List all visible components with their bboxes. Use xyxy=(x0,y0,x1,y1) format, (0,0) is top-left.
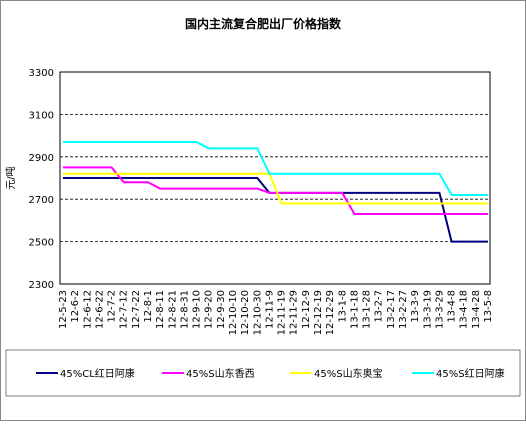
y-tick-label: 2900 xyxy=(29,153,54,164)
x-tick-label: 13-1-18 xyxy=(349,290,360,329)
y-tick-label: 2700 xyxy=(29,195,54,206)
x-tick-label: 13-5-8 xyxy=(483,290,494,323)
x-tick-label: 12-11-19 xyxy=(277,290,288,335)
x-tick-label: 12-12-19 xyxy=(313,290,324,335)
line-series xyxy=(63,140,488,196)
line-series xyxy=(63,166,488,216)
x-tick-label: 12-8-11 xyxy=(155,290,166,329)
x-tick-label: 12-9-20 xyxy=(204,290,215,329)
x-tick-label: 12-6-2 xyxy=(70,290,81,323)
x-tick-label: 12-8-31 xyxy=(179,290,190,329)
x-tick-label: 13-4-28 xyxy=(471,290,482,329)
x-tick-label: 13-2-7 xyxy=(374,290,385,323)
legend-label: 45%S红日阿康 xyxy=(436,367,505,380)
x-tick-label: 13-1-8 xyxy=(337,290,348,323)
legend-label: 45%S山东奥宝 xyxy=(314,367,383,380)
legend-box xyxy=(5,349,521,397)
x-tick-label: 12-5-23 xyxy=(58,290,69,329)
x-tick-label: 13-2-27 xyxy=(398,290,409,329)
x-tick-label: 12-10-30 xyxy=(252,290,263,335)
x-tick-label: 13-3-19 xyxy=(422,290,433,329)
y-axis-label: 元/吨 xyxy=(4,166,17,189)
x-tick-label: 12-8-1 xyxy=(143,290,154,323)
y-tick-label: 3100 xyxy=(29,110,54,121)
x-tick-label: 12-7-22 xyxy=(131,290,142,329)
x-tick-label: 12-8-21 xyxy=(167,290,178,329)
x-tick-label: 12-9-10 xyxy=(192,290,203,329)
y-tick-label: 2500 xyxy=(29,238,54,249)
x-tick-label: 13-2-17 xyxy=(386,290,397,329)
x-tick-label: 13-4-18 xyxy=(459,290,470,329)
x-tick-label: 12-6-12 xyxy=(82,290,93,329)
x-tick-label: 13-3-29 xyxy=(434,290,445,329)
x-tick-label: 12-7-2 xyxy=(107,290,118,323)
legend-label: 45%S山东香西 xyxy=(186,367,255,380)
y-tick-label: 2300 xyxy=(29,280,54,291)
chart-title: 国内主流复合肥出厂价格指数 xyxy=(185,16,342,31)
x-tick-label: 12-7-12 xyxy=(119,290,130,329)
x-tick-label: 12-10-20 xyxy=(240,290,251,335)
x-tick-label: 12-9-30 xyxy=(216,290,227,329)
x-tick-label: 12-12-9 xyxy=(301,290,312,329)
y-tick-label: 3300 xyxy=(29,68,54,79)
x-tick-label: 13-4-8 xyxy=(447,290,458,323)
line-series xyxy=(63,172,488,205)
x-tick-label: 13-1-28 xyxy=(362,290,373,329)
x-tick-label: 12-12-29 xyxy=(325,290,336,335)
x-tick-label: 12-6-22 xyxy=(94,290,105,329)
x-tick-label: 12-11-9 xyxy=(264,290,275,329)
legend-label: 45%CL红日阿康 xyxy=(60,367,135,380)
x-tick-label: 12-11-29 xyxy=(289,290,300,335)
x-tick-label: 13-3-9 xyxy=(410,290,421,323)
x-tick-label: 12-10-10 xyxy=(228,290,239,335)
